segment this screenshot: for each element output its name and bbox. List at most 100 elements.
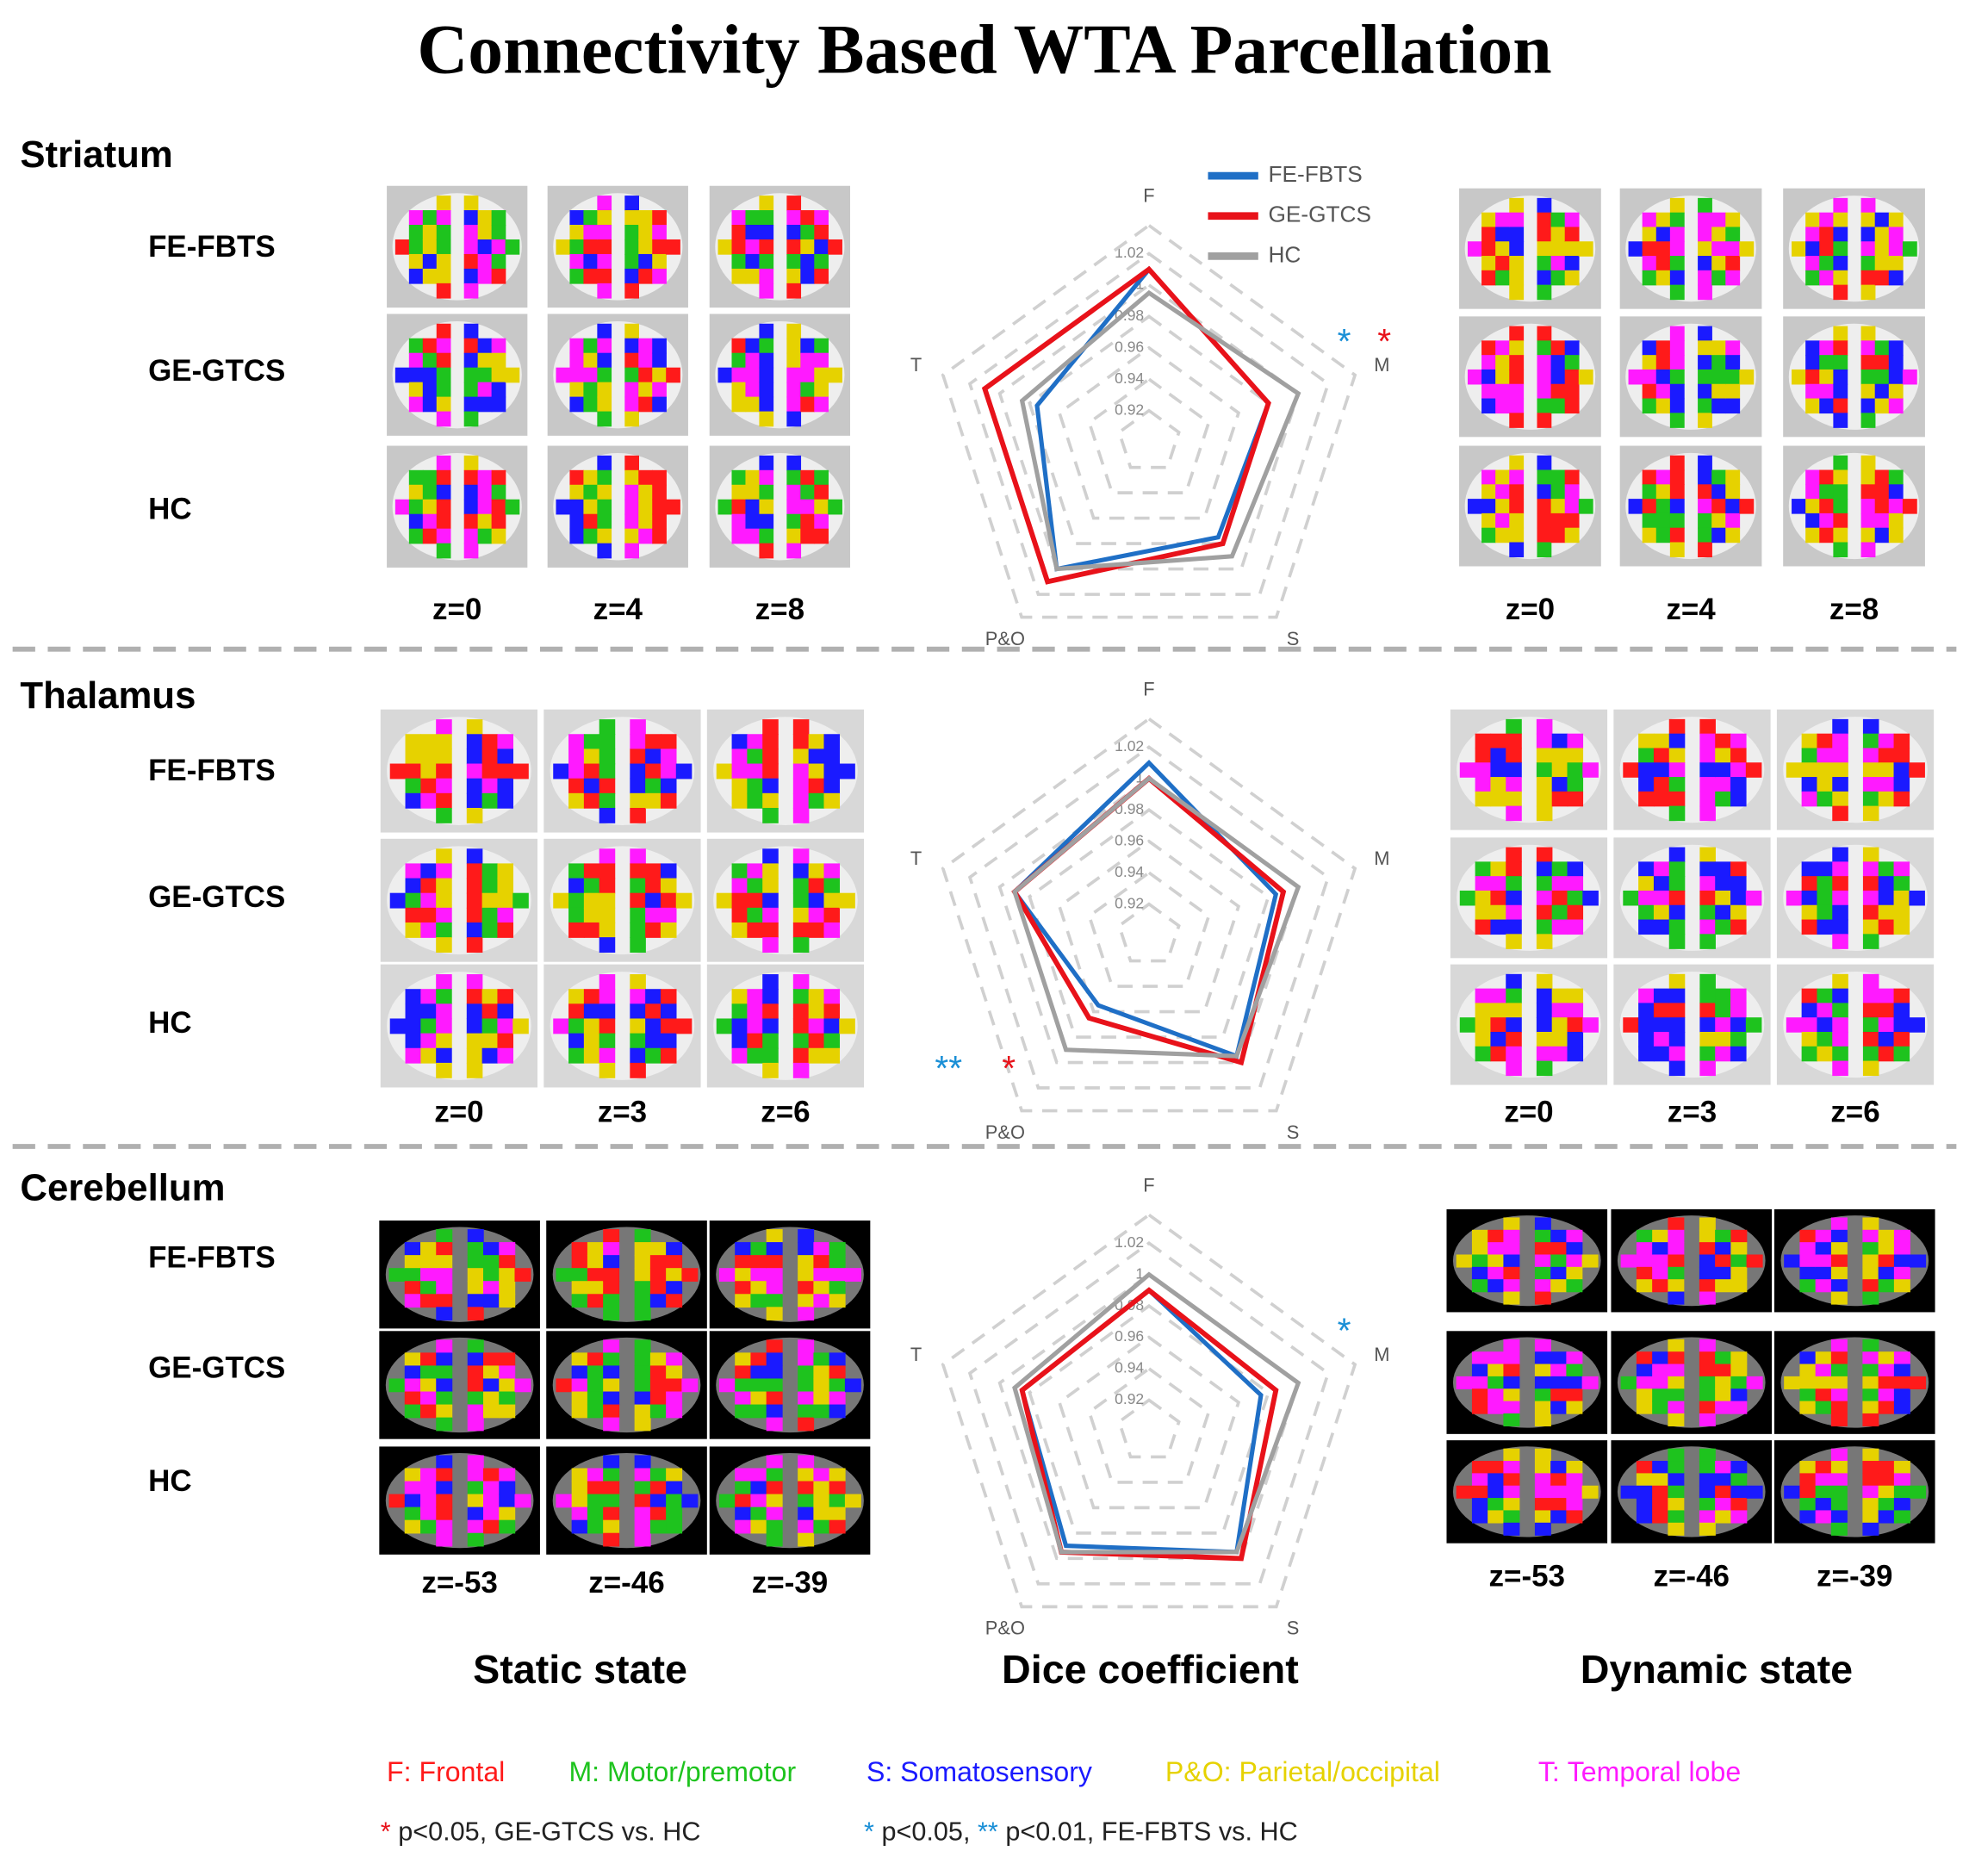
slice-label: z=-53 — [1489, 1560, 1565, 1593]
parcel — [823, 863, 841, 879]
parcel — [786, 513, 802, 530]
parcel — [766, 1307, 783, 1321]
parcel — [1833, 484, 1848, 500]
parcel — [587, 1481, 604, 1495]
parcel — [1745, 762, 1762, 778]
parcel — [1819, 512, 1835, 529]
parcel — [652, 499, 667, 515]
parcel — [1860, 499, 1876, 514]
parcel — [1668, 1473, 1685, 1487]
parcel — [1550, 227, 1566, 242]
parcel — [1503, 1291, 1520, 1305]
parcel — [1567, 890, 1584, 906]
parcel — [1566, 1510, 1583, 1524]
parcel — [571, 1242, 588, 1256]
parcel — [1699, 1522, 1716, 1536]
parcel — [1893, 890, 1910, 906]
parcel — [497, 778, 513, 794]
parcel — [497, 1047, 513, 1064]
parcel — [1715, 1229, 1732, 1243]
parcel — [1668, 1401, 1685, 1414]
parcel — [1725, 355, 1741, 370]
parcel — [766, 1404, 783, 1419]
parcel — [1817, 1003, 1834, 1018]
parcel — [798, 1506, 815, 1521]
parcel — [814, 528, 829, 544]
parcel — [1471, 1485, 1488, 1499]
parcel — [1874, 484, 1890, 500]
parcel — [829, 1255, 846, 1269]
parcel — [583, 352, 599, 369]
parcel — [436, 1033, 452, 1049]
significance-mark: * — [1377, 321, 1391, 361]
parcel — [587, 1391, 604, 1406]
parcel — [1874, 355, 1890, 370]
parcel — [1715, 1351, 1732, 1365]
parcel — [599, 1033, 616, 1049]
parcel — [1550, 369, 1566, 385]
parcel — [745, 367, 761, 383]
parcel — [1578, 499, 1593, 514]
parcel — [1819, 241, 1835, 257]
r-tick-label: 0.94 — [1115, 863, 1144, 880]
parcel — [1725, 227, 1741, 242]
parcel — [624, 455, 639, 471]
parcel — [630, 974, 646, 990]
parcel — [436, 1003, 452, 1020]
parcel — [404, 1404, 421, 1419]
parcel — [800, 382, 816, 398]
parcel — [1642, 369, 1657, 385]
parcel — [408, 352, 424, 369]
parcel — [583, 778, 600, 794]
parcel — [1642, 512, 1657, 529]
parcel — [1730, 733, 1747, 749]
parcel — [436, 1242, 453, 1256]
axis-label: F — [1143, 185, 1154, 207]
parcel — [1509, 227, 1525, 242]
parcel — [1566, 1388, 1583, 1402]
parcel — [422, 239, 438, 255]
parcel — [1730, 1376, 1748, 1389]
parcel — [1551, 890, 1568, 906]
parcel — [1698, 241, 1712, 257]
grid-ring — [967, 1241, 1331, 1586]
figure-title: Connectivity Based WTA Parcellation — [417, 9, 1551, 88]
parcel — [1488, 1485, 1505, 1499]
parcel — [829, 1481, 846, 1495]
parcel — [1653, 904, 1670, 921]
parcel — [597, 323, 612, 339]
parcel — [569, 338, 585, 354]
parcel — [1567, 1017, 1584, 1033]
parcel — [1817, 1031, 1834, 1047]
parcel — [1805, 241, 1821, 257]
parcel — [1910, 1254, 1927, 1268]
parcel — [718, 1268, 736, 1282]
parcel — [1830, 1279, 1848, 1293]
region-name: Motor/premotor — [607, 1756, 796, 1787]
parcel — [1832, 1017, 1848, 1033]
parcel — [597, 225, 612, 240]
parcel — [745, 239, 761, 255]
parcel — [766, 1229, 783, 1243]
parcel — [766, 1481, 783, 1495]
parcel — [1475, 861, 1492, 877]
parcel — [1833, 398, 1848, 414]
parcel — [1503, 1351, 1520, 1365]
parcel — [597, 196, 612, 211]
parcel — [1830, 1229, 1848, 1243]
parcel — [477, 382, 493, 398]
parcel — [505, 239, 520, 255]
grid-ring — [1087, 377, 1211, 494]
parcel — [1503, 1364, 1520, 1377]
parcel — [1567, 777, 1584, 792]
parcel — [1653, 1003, 1670, 1018]
parcel — [1715, 876, 1731, 891]
parcel — [681, 1268, 699, 1282]
parcel — [1668, 1485, 1685, 1499]
parcel — [587, 1255, 604, 1269]
slice-label: z=4 — [1666, 593, 1716, 626]
parcel — [813, 1242, 830, 1256]
parcel — [1551, 791, 1568, 807]
parcel — [420, 1506, 437, 1521]
parcel — [405, 892, 422, 909]
